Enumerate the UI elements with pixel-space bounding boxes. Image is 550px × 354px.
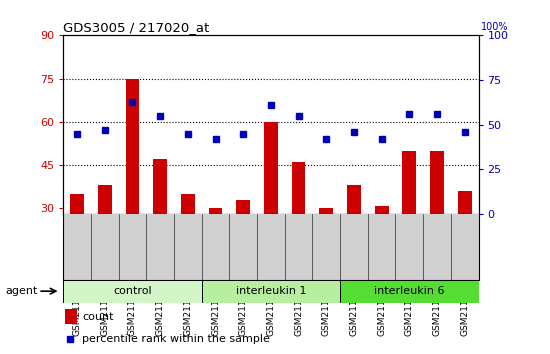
- Bar: [63, 280, 202, 303]
- Bar: [458, 191, 471, 295]
- Bar: [208, 209, 222, 295]
- Text: count: count: [82, 312, 114, 322]
- Bar: [340, 280, 478, 303]
- Bar: [430, 151, 444, 295]
- Bar: [98, 185, 112, 295]
- Bar: [292, 162, 305, 295]
- Bar: [320, 209, 333, 295]
- Text: agent: agent: [6, 286, 38, 296]
- Bar: [403, 151, 416, 295]
- Text: percentile rank within the sample: percentile rank within the sample: [82, 334, 271, 344]
- Bar: [347, 185, 361, 295]
- Bar: [181, 194, 195, 295]
- Bar: [202, 280, 340, 303]
- Bar: [375, 206, 388, 295]
- Bar: [70, 194, 84, 295]
- Bar: [236, 200, 250, 295]
- Text: control: control: [113, 286, 152, 296]
- Text: interleukin 6: interleukin 6: [374, 286, 444, 296]
- Text: interleukin 1: interleukin 1: [235, 286, 306, 296]
- Bar: [264, 122, 278, 295]
- Text: 100%: 100%: [481, 22, 509, 32]
- Bar: [125, 79, 139, 295]
- Bar: [153, 159, 167, 295]
- Bar: [65, 309, 76, 324]
- Text: GDS3005 / 217020_at: GDS3005 / 217020_at: [63, 21, 210, 34]
